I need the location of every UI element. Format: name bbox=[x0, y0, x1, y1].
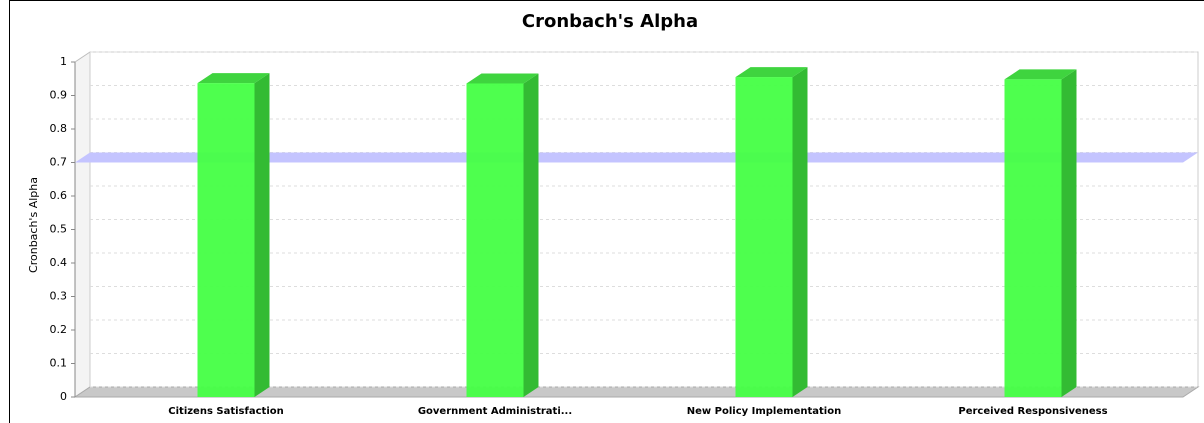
x-tick-label: Perceived Responsiveness bbox=[958, 406, 1107, 417]
range-marker bbox=[75, 152, 1198, 163]
y-tick-label: 0.5 bbox=[50, 223, 68, 236]
bar bbox=[735, 77, 793, 397]
bar-top bbox=[466, 73, 539, 84]
x-tick-label: Government Administrati... bbox=[418, 406, 572, 417]
y-tick-label: 1 bbox=[60, 55, 67, 68]
y-tick-label: 0.6 bbox=[50, 189, 68, 202]
bar-side bbox=[1061, 69, 1077, 398]
bar bbox=[197, 83, 255, 397]
y-tick-label: 0.7 bbox=[50, 156, 68, 169]
y-tick-label: 0.3 bbox=[50, 290, 68, 303]
y-tick-label: 0.2 bbox=[50, 323, 68, 336]
x-tick-label: Citizens Satisfaction bbox=[168, 406, 283, 417]
y-tick-label: 0.4 bbox=[50, 256, 68, 269]
x-tick-label: New Policy Implementation bbox=[687, 406, 841, 417]
bar-side bbox=[254, 73, 270, 397]
y-tick-label: 0.8 bbox=[50, 122, 68, 135]
y-tick-label: 0.1 bbox=[50, 357, 68, 370]
bar-top bbox=[735, 67, 808, 78]
left-wall bbox=[74, 51, 91, 398]
y-tick-label: 0.9 bbox=[50, 89, 68, 102]
bar bbox=[1004, 79, 1062, 398]
y-tick-label: 0 bbox=[60, 390, 67, 403]
bar-top bbox=[1004, 69, 1077, 80]
floor bbox=[73, 386, 1200, 398]
bar-side bbox=[792, 67, 808, 397]
chart-title: Cronbach's Alpha bbox=[522, 11, 698, 32]
y-axis-label: Cronbach's Alpha bbox=[27, 177, 40, 273]
bar-top bbox=[197, 73, 270, 84]
bar-side bbox=[523, 73, 539, 397]
bar bbox=[466, 83, 524, 397]
